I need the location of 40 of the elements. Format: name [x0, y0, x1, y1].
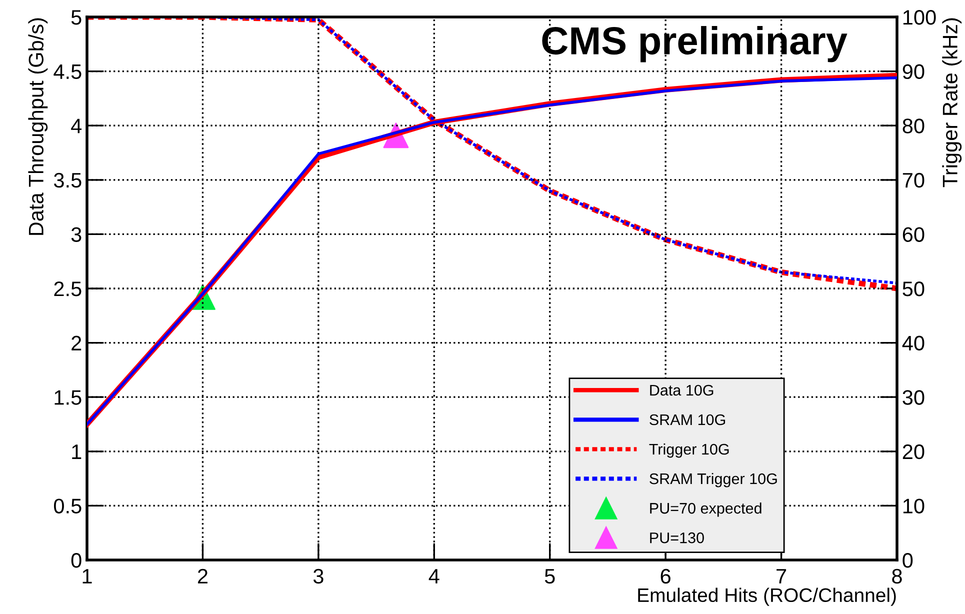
y2-tick-label: 20 [902, 444, 924, 460]
legend-label: PU=130 [650, 532, 704, 544]
y2-axis-title: Trigger Rate (kHz) [942, 18, 962, 188]
y-tick-label: 4 [71, 118, 82, 134]
y-tick-label: 0 [71, 553, 82, 568]
legend-label: PU=70 expected [650, 502, 762, 517]
x-tick-label: 7 [776, 569, 786, 584]
y-tick-label: 5 [71, 10, 82, 25]
y2-tick-label: 80 [902, 118, 924, 134]
legend-label: Trigger 10G [649, 443, 729, 458]
y-tick-label: 0.5 [54, 498, 82, 514]
y2-tick-label: 10 [903, 498, 924, 514]
x-tick-label: 6 [660, 568, 670, 584]
y2-tick-label: 0 [902, 553, 913, 568]
y2-tick-label: 60 [902, 227, 924, 242]
legend-label: Data 10G [650, 384, 714, 396]
x-tick-label: 4 [428, 569, 440, 584]
legend-label: SRAM 10G [650, 414, 726, 426]
y2-tick-label: 30 [902, 390, 924, 405]
x-axis-title: Emulated Hits (ROC/Channel) [638, 588, 896, 606]
y-tick-label: 3 [71, 227, 82, 242]
x-tick-label: 2 [198, 568, 208, 584]
y2-tick-label: 90 [902, 64, 924, 80]
y-tick-label: 4.5 [54, 64, 82, 80]
x-tick-label: 5 [544, 569, 555, 584]
y-tick-label: 1 [72, 444, 82, 459]
y-axis-title: Data Throughput (Gb/s) [28, 18, 48, 235]
y2-tick-label: 100 [903, 10, 936, 25]
y2-tick-label: 40 [902, 336, 924, 351]
y-tick-label: 2 [72, 336, 82, 350]
y-tick-label: 2.5 [54, 282, 82, 296]
legend-label: SRAM Trigger 10G [650, 472, 777, 488]
x-tick-label: 3 [313, 568, 324, 584]
annotation: CMS preliminary [542, 26, 848, 62]
x-tick-label: 1 [82, 569, 92, 584]
x-tick-label: 8 [892, 568, 902, 584]
y-tick-label: 1.5 [54, 390, 82, 405]
y2-tick-label: 70 [902, 172, 924, 188]
y-tick-label: 3.5 [54, 172, 82, 188]
y2-tick-label: 50 [902, 282, 924, 296]
